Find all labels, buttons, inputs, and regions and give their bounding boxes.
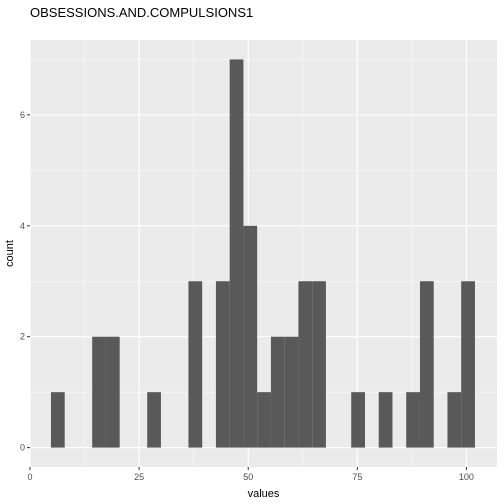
y-tick-label: 4 xyxy=(20,221,25,231)
y-tick-label: 0 xyxy=(20,443,25,453)
x-axis-title: values xyxy=(248,488,280,500)
histogram-bar xyxy=(215,281,230,448)
histogram-bar xyxy=(147,392,161,448)
chart-title: OBSESSIONS.AND.COMPULSIONS1 xyxy=(30,5,253,20)
bars xyxy=(50,59,475,448)
histogram-bar xyxy=(284,336,299,448)
histogram-bar xyxy=(461,281,475,448)
x-tick-label: 25 xyxy=(134,472,144,482)
x-tick-label: 0 xyxy=(27,472,32,482)
x-tick-label: 75 xyxy=(352,472,362,482)
histogram-bar xyxy=(105,336,120,448)
histogram-bar xyxy=(447,392,462,448)
histogram-bar xyxy=(243,225,258,448)
x-tick-label: 50 xyxy=(243,472,253,482)
histogram-bar xyxy=(419,281,434,448)
histogram-bar xyxy=(351,392,365,448)
x-tick-label: 100 xyxy=(459,472,474,482)
histogram-bar xyxy=(188,281,203,448)
histogram-bar xyxy=(257,392,271,448)
histogram-bar xyxy=(92,336,106,448)
histogram-bar xyxy=(229,59,244,448)
histogram-bar xyxy=(298,281,313,448)
histogram-bar xyxy=(50,392,65,448)
histogram-bar xyxy=(378,392,393,448)
y-tick-label: 2 xyxy=(20,332,25,342)
y-axis: 0 2 4 6 xyxy=(20,110,30,453)
y-axis-title: count xyxy=(4,240,16,267)
histogram-bar xyxy=(406,392,420,448)
x-axis: 0 25 50 75 100 xyxy=(27,467,474,482)
histogram-bar xyxy=(270,336,285,448)
histogram-bar xyxy=(312,281,326,448)
y-tick-label: 6 xyxy=(20,110,25,120)
